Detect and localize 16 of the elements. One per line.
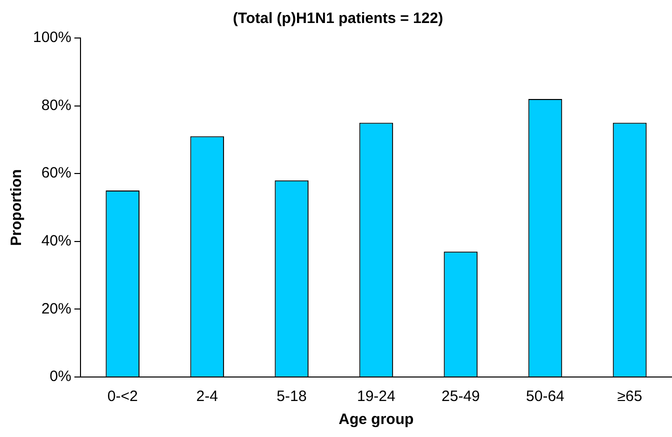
y-tick-label: 80% [41,96,72,114]
y-tick-label: 40% [41,232,72,250]
x-tick-label: 25-49 [442,388,480,406]
x-tick-label: 50-64 [526,388,564,406]
y-tick-label: 20% [41,300,72,318]
x-tick-label: 2-4 [196,388,218,406]
chart-title: (Total (p)H1N1 patients = 122) [232,10,444,28]
y-tick-label: 60% [41,164,72,182]
x-tick-label: 19-24 [356,388,396,406]
x-tick-label: 0-<2 [107,388,138,406]
y-tick-label: 100% [32,29,72,46]
y-tick-label: 0% [50,368,72,386]
x-axis-title: Age group [338,411,414,428]
x-tick-label: ≥65 [617,388,642,406]
x-tick-label: 5-18 [276,388,307,406]
y-axis-title: Proportion [8,169,26,246]
